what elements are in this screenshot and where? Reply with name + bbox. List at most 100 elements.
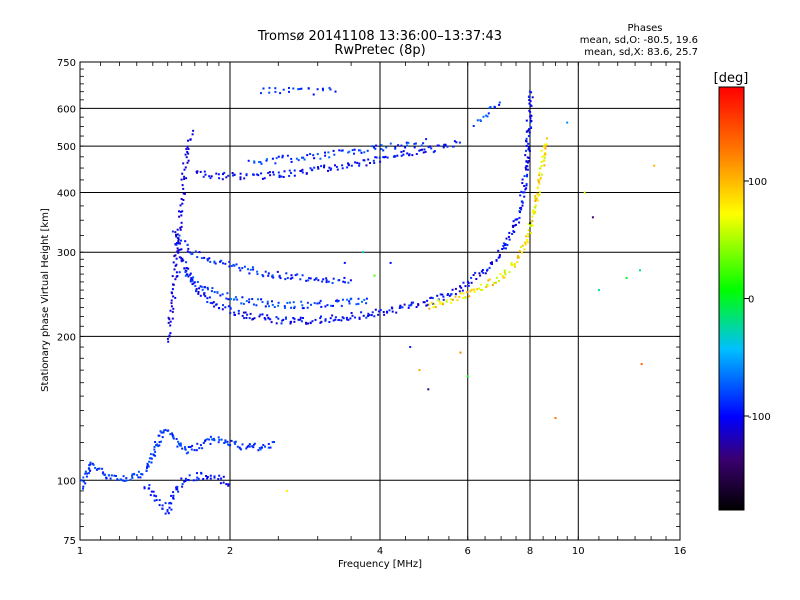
data-point <box>219 482 222 485</box>
data-point <box>180 214 183 217</box>
data-point <box>343 261 346 264</box>
data-point <box>453 140 456 143</box>
data-point <box>175 233 177 236</box>
data-point <box>427 388 430 391</box>
data-point <box>527 229 530 232</box>
data-point <box>259 161 262 164</box>
data-point <box>412 301 415 304</box>
data-point <box>268 91 271 94</box>
data-point <box>289 277 292 280</box>
data-point <box>198 287 201 290</box>
data-point <box>520 208 523 211</box>
data-point <box>360 311 363 314</box>
data-point <box>86 472 89 475</box>
data-point <box>374 156 377 159</box>
data-point <box>366 149 369 152</box>
data-point <box>513 224 516 227</box>
data-point <box>226 440 229 443</box>
data-point <box>512 226 515 228</box>
data-point <box>158 499 161 502</box>
data-point <box>484 272 487 275</box>
data-point <box>461 289 464 292</box>
data-point <box>211 287 214 290</box>
data-point <box>277 317 280 320</box>
data-point <box>264 318 267 321</box>
data-point <box>223 442 226 444</box>
data-point <box>232 174 234 177</box>
data-point <box>458 295 461 298</box>
data-point <box>386 311 389 314</box>
data-point <box>489 106 492 108</box>
data-point <box>182 199 185 201</box>
data-point <box>334 164 336 167</box>
data-point <box>188 474 191 477</box>
data-point <box>154 441 157 443</box>
data-point <box>466 280 469 283</box>
data-point <box>316 153 319 156</box>
data-point <box>354 316 356 319</box>
data-point <box>349 317 352 320</box>
data-point <box>264 445 266 448</box>
data-point <box>321 280 324 283</box>
data-point <box>524 241 526 244</box>
data-point <box>177 249 180 252</box>
data-point <box>407 141 410 144</box>
data-point <box>184 274 187 277</box>
data-point <box>148 457 151 460</box>
data-point <box>166 509 169 512</box>
data-point <box>307 279 310 282</box>
data-point <box>259 313 262 316</box>
data-point <box>491 261 493 264</box>
data-point <box>283 170 286 173</box>
data-point <box>293 320 296 323</box>
data-point <box>177 251 180 254</box>
data-point <box>490 262 493 265</box>
data-point <box>201 447 204 450</box>
data-point <box>459 351 462 354</box>
data-point <box>529 111 532 113</box>
data-point <box>228 261 231 263</box>
data-point <box>467 284 470 287</box>
data-point <box>222 262 224 265</box>
data-point <box>257 449 260 452</box>
grid-lines <box>80 62 680 540</box>
data-point <box>302 307 305 310</box>
data-point <box>306 154 309 157</box>
data-point <box>394 147 397 150</box>
data-point <box>288 169 291 172</box>
data-point <box>640 363 643 366</box>
data-point <box>362 314 365 317</box>
data-point <box>534 211 537 214</box>
data-point <box>280 322 283 325</box>
data-point <box>502 247 505 250</box>
data-point <box>192 129 195 132</box>
data-point <box>340 149 343 152</box>
data-point <box>206 438 209 441</box>
data-point <box>543 157 546 160</box>
data-point <box>178 215 181 218</box>
data-point <box>183 168 186 171</box>
data-point <box>476 119 479 122</box>
data-point <box>240 448 242 451</box>
data-point <box>261 301 264 303</box>
y-tick-labels: 75 100 200 300 400 500 600 750 <box>57 58 76 547</box>
data-point <box>87 467 90 470</box>
data-point <box>350 312 353 314</box>
data-point <box>526 173 529 176</box>
data-point <box>519 194 522 197</box>
data-point <box>536 199 539 202</box>
data-point <box>193 281 196 284</box>
data-point <box>301 171 304 174</box>
data-point <box>170 291 173 294</box>
data-point <box>521 251 523 254</box>
data-point <box>313 166 316 169</box>
data-point <box>482 271 485 274</box>
data-point <box>298 88 301 90</box>
data-point <box>528 99 531 101</box>
data-point <box>300 169 303 172</box>
data-point <box>336 168 339 171</box>
data-point <box>231 172 234 174</box>
data-point <box>187 152 190 155</box>
data-point <box>102 471 105 474</box>
data-point <box>540 149 543 152</box>
